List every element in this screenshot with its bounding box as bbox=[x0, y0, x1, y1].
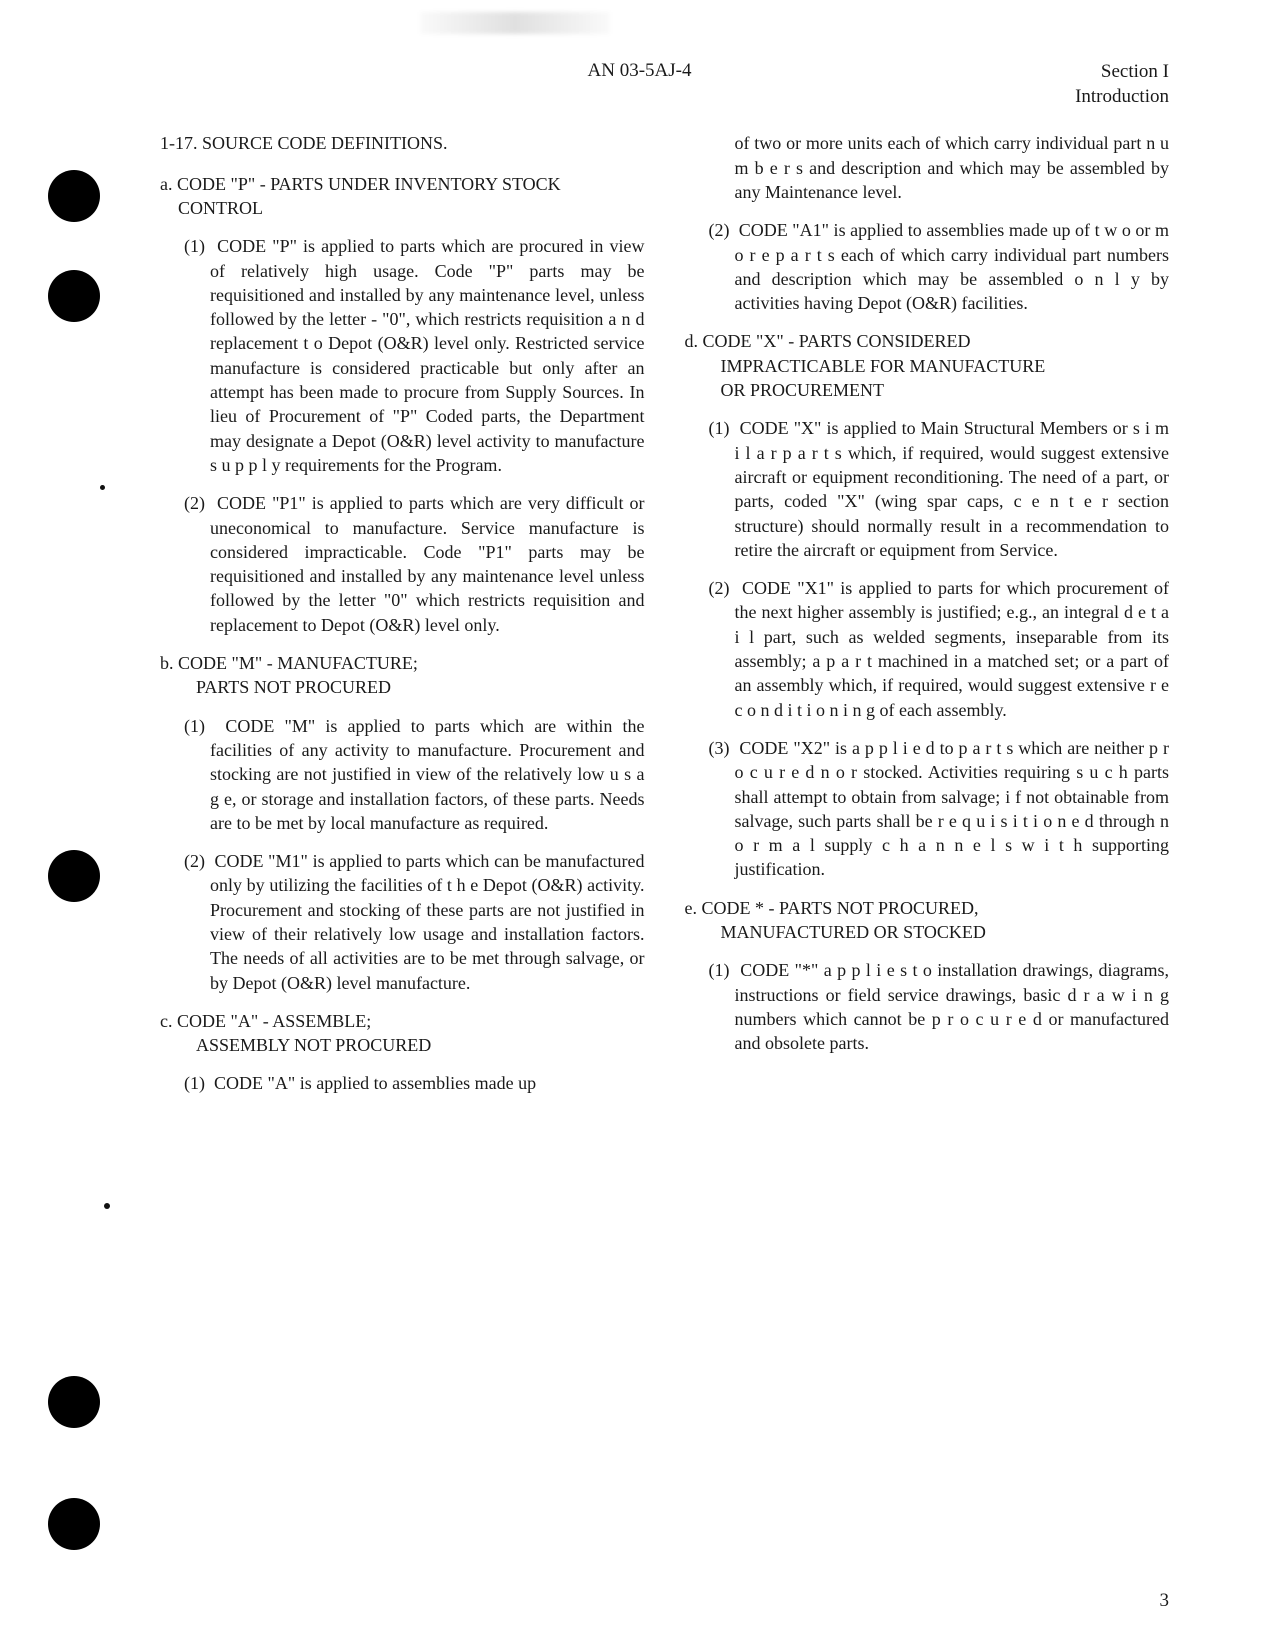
item-d-title-l2: IMPRACTICABLE FOR MANUFACTURE bbox=[703, 356, 1046, 376]
item-e-1: (1) CODE "*" a p p l i e s t o installat… bbox=[685, 958, 1170, 1055]
item-d-3: (3) CODE "X2" is a p p l i e d to p a r … bbox=[685, 736, 1170, 882]
item-c-letter: c. bbox=[160, 1011, 173, 1031]
binder-hole bbox=[48, 850, 100, 902]
item-e-letter: e. bbox=[685, 898, 698, 918]
section-number: 1-17. bbox=[160, 133, 198, 153]
right-column: of two or more units each of which carry… bbox=[685, 131, 1170, 1095]
item-e-1-text: CODE "*" a p p l i e s t o installation … bbox=[735, 960, 1170, 1053]
scan-speck bbox=[100, 485, 105, 490]
binder-hole bbox=[48, 270, 100, 322]
item-a-letter: a. bbox=[160, 174, 173, 194]
item-d-letter: d. bbox=[685, 331, 699, 351]
item-a-1: (1) CODE "P" is applied to parts which a… bbox=[160, 234, 645, 477]
item-c-1-part1: (1) CODE "A" is applied to assemblies ma… bbox=[160, 1071, 645, 1095]
body-columns: 1-17. SOURCE CODE DEFINITIONS. a. CODE "… bbox=[160, 131, 1169, 1095]
binder-hole bbox=[48, 170, 100, 222]
item-a-heading: a. CODE "P" - PARTS UNDER INVENTORY STOC… bbox=[160, 172, 645, 221]
item-b-letter: b. bbox=[160, 653, 174, 673]
binder-hole bbox=[48, 1498, 100, 1550]
scan-smudge bbox=[420, 12, 610, 34]
header-spacer bbox=[160, 60, 165, 82]
section-heading: 1-17. SOURCE CODE DEFINITIONS. bbox=[160, 131, 645, 155]
item-a-prefix: CODE "P" - bbox=[177, 174, 270, 194]
item-d-1: (1) CODE "X" is applied to Main Structur… bbox=[685, 416, 1170, 562]
num-label: (1) bbox=[184, 1073, 205, 1093]
item-b-1-text: CODE "M" is applied to parts which are w… bbox=[210, 716, 645, 833]
item-c-heading: c. CODE "A" - ASSEMBLE; ASSEMBLY NOT PRO… bbox=[160, 1009, 645, 1058]
num-label: (2) bbox=[709, 220, 730, 240]
item-e-prefix: CODE * - bbox=[702, 898, 780, 918]
item-c-title-l2: ASSEMBLY NOT PROCURED bbox=[178, 1035, 431, 1055]
num-label: (1) bbox=[184, 716, 205, 736]
document-page: AN 03-5AJ-4 Section I Introduction 1-17.… bbox=[0, 0, 1279, 1652]
num-label: (1) bbox=[184, 236, 205, 256]
section-label: Section I bbox=[1075, 60, 1169, 85]
item-d-title-l1: PARTS CONSIDERED bbox=[799, 331, 971, 351]
item-d-1-text: CODE "X" is applied to Main Structural M… bbox=[735, 418, 1170, 559]
item-d-2: (2) CODE "X1" is applied to parts for wh… bbox=[685, 576, 1170, 722]
item-e-title-l1: PARTS NOT PROCURED, bbox=[779, 898, 978, 918]
item-d-3-text: CODE "X2" is a p p l i e d to p a r t s … bbox=[735, 738, 1170, 879]
scan-speck bbox=[104, 1203, 110, 1209]
binder-hole bbox=[48, 1376, 100, 1428]
item-b-1: (1) CODE "M" is applied to parts which a… bbox=[160, 714, 645, 835]
item-a-2: (2) CODE "P1" is applied to parts which … bbox=[160, 491, 645, 637]
item-b-2-text: CODE "M1" is applied to parts which can … bbox=[210, 851, 645, 992]
item-e-title-l2: MANUFACTURED OR STOCKED bbox=[703, 922, 986, 942]
item-b-title-l1: MANUFACTURE; bbox=[277, 653, 418, 673]
item-c-1-text-part2: of two or more units each of which carry… bbox=[735, 133, 1170, 202]
item-d-title-l3: OR PROCUREMENT bbox=[703, 380, 885, 400]
item-c-2: (2) CODE "A1" is applied to assemblies m… bbox=[685, 218, 1170, 315]
item-b-title-l2: PARTS NOT PROCURED bbox=[178, 677, 391, 697]
item-b-prefix: CODE "M" - bbox=[178, 653, 277, 673]
item-c-2-text: CODE "A1" is applied to assemblies made … bbox=[735, 220, 1170, 313]
section-title-text: SOURCE CODE DEFINITIONS. bbox=[202, 133, 448, 153]
num-label: (2) bbox=[709, 578, 730, 598]
left-column: 1-17. SOURCE CODE DEFINITIONS. a. CODE "… bbox=[160, 131, 645, 1095]
item-d-heading: d. CODE "X" - PARTS CONSIDERED IMPRACTIC… bbox=[685, 329, 1170, 402]
num-label: (2) bbox=[184, 493, 205, 513]
item-d-prefix: CODE "X" - bbox=[703, 331, 799, 351]
page-number: 3 bbox=[1160, 1590, 1170, 1612]
item-c-1-part2: of two or more units each of which carry… bbox=[685, 131, 1170, 204]
num-label: (3) bbox=[709, 738, 730, 758]
num-label: (1) bbox=[709, 960, 730, 980]
item-b-2: (2) CODE "M1" is applied to parts which … bbox=[160, 849, 645, 995]
item-b-heading: b. CODE "M" - MANUFACTURE; PARTS NOT PRO… bbox=[160, 651, 645, 700]
item-e-heading: e. CODE * - PARTS NOT PROCURED, MANUFACT… bbox=[685, 896, 1170, 945]
item-c-prefix: CODE "A" - bbox=[177, 1011, 272, 1031]
item-a-2-text: CODE "P1" is applied to parts which are … bbox=[210, 493, 645, 634]
item-c-1-text-part1: CODE "A" is applied to assemblies made u… bbox=[214, 1073, 536, 1093]
item-a-1-text: CODE "P" is applied to parts which are p… bbox=[210, 236, 645, 475]
header-right: Section I Introduction bbox=[1075, 60, 1169, 109]
item-c-title-l1: ASSEMBLE; bbox=[272, 1011, 371, 1031]
item-d-2-text: CODE "X1" is applied to parts for which … bbox=[735, 578, 1170, 719]
section-subtitle: Introduction bbox=[1075, 85, 1169, 110]
num-label: (2) bbox=[184, 851, 205, 871]
num-label: (1) bbox=[709, 418, 730, 438]
